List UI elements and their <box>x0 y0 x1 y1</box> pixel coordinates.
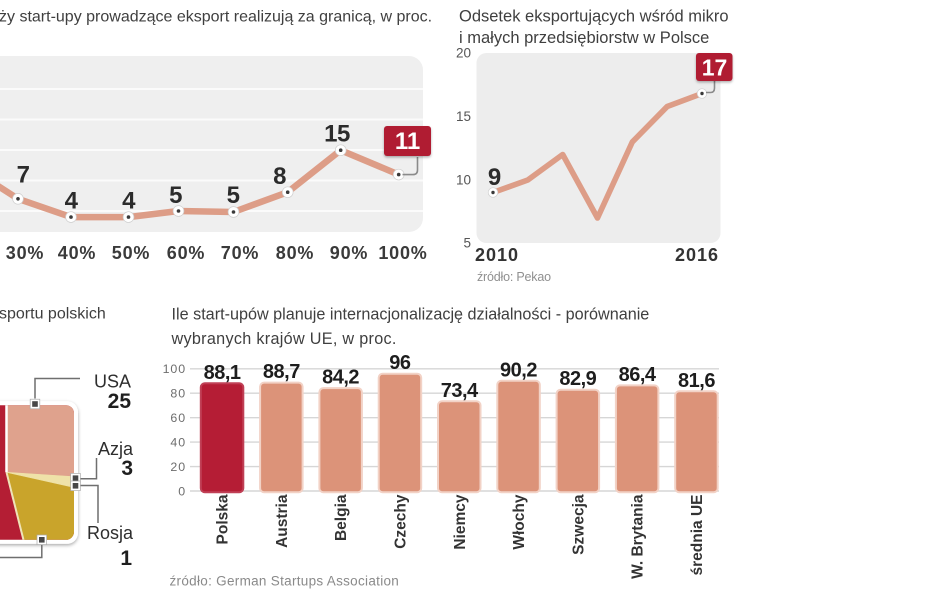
svg-text:źródło: German Startups Associ: źródło: German Startups Association <box>170 574 400 589</box>
svg-text:73,4: 73,4 <box>441 380 479 402</box>
svg-text:96: 96 <box>389 352 411 374</box>
svg-text:20: 20 <box>456 46 471 61</box>
svg-text:88,7: 88,7 <box>263 361 300 383</box>
svg-text:7: 7 <box>17 161 30 188</box>
svg-text:60: 60 <box>170 411 186 425</box>
svg-text:25: 25 <box>108 390 132 413</box>
svg-text:70%: 70% <box>221 243 259 263</box>
svg-text:10: 10 <box>456 172 471 187</box>
svg-text:9: 9 <box>488 164 501 191</box>
svg-text:2010: 2010 <box>475 245 519 265</box>
svg-text:84,2: 84,2 <box>322 367 359 389</box>
svg-text:Czechy: Czechy <box>392 494 409 549</box>
svg-text:8: 8 <box>273 163 286 190</box>
svg-text:80%: 80% <box>276 243 314 263</box>
svg-text:82,9: 82,9 <box>559 368 596 390</box>
svg-text:5: 5 <box>463 236 471 251</box>
svg-text:90,2: 90,2 <box>500 359 537 381</box>
svg-text:40%: 40% <box>58 243 96 263</box>
svg-text:4: 4 <box>122 188 136 215</box>
svg-text:0: 0 <box>178 484 186 498</box>
svg-text:USA: USA <box>94 372 131 392</box>
svg-text:30%: 30% <box>6 243 44 263</box>
svg-text:80: 80 <box>170 387 186 401</box>
svg-text:40: 40 <box>170 435 186 449</box>
svg-text:Odsetek eksportujących wśród m: Odsetek eksportujących wśród mikro <box>459 8 729 26</box>
svg-text:2016: 2016 <box>675 245 719 265</box>
svg-text:Azja: Azja <box>98 439 134 459</box>
svg-text:88,1: 88,1 <box>204 362 241 384</box>
svg-text:5: 5 <box>169 182 182 209</box>
svg-text:średnia UE: średnia UE <box>689 495 706 576</box>
svg-text:4: 4 <box>65 188 79 215</box>
svg-text:100%: 100% <box>378 243 427 263</box>
svg-text:sportu polskich: sportu polskich <box>0 306 106 323</box>
svg-text:Niemcy: Niemcy <box>452 494 469 550</box>
svg-text:81,6: 81,6 <box>678 370 715 392</box>
svg-text:Ile start-upów planuje interna: Ile start-upów planuje internacjonalizac… <box>172 306 650 324</box>
svg-text:3: 3 <box>121 457 133 480</box>
svg-text:5: 5 <box>227 182 240 209</box>
svg-text:ży start-upy prowadzące ekspor: ży start-upy prowadzące eksport realizuj… <box>0 9 432 26</box>
svg-text:Austria: Austria <box>274 494 291 548</box>
svg-text:15: 15 <box>456 109 471 124</box>
svg-text:Rosja: Rosja <box>87 523 134 543</box>
svg-text:wybranych krajów UE, w proc.: wybranych krajów UE, w proc. <box>171 330 397 348</box>
svg-text:17: 17 <box>702 55 728 81</box>
svg-text:i małych przedsiębiorstw w Pol: i małych przedsiębiorstw w Polsce <box>459 29 709 47</box>
svg-text:Polska: Polska <box>215 494 232 544</box>
svg-text:11: 11 <box>395 128 420 155</box>
svg-text:100: 100 <box>163 362 186 376</box>
svg-text:W. Brytania: W. Brytania <box>630 494 647 579</box>
svg-text:20: 20 <box>170 460 186 474</box>
svg-text:15: 15 <box>324 121 350 148</box>
svg-text:90%: 90% <box>330 243 368 263</box>
svg-text:Szwecja: Szwecja <box>570 494 587 555</box>
svg-text:1: 1 <box>120 547 132 570</box>
svg-text:86,4: 86,4 <box>619 364 657 386</box>
svg-text:Belgia: Belgia <box>333 494 350 541</box>
svg-text:źródło: Pekao: źródło: Pekao <box>477 270 551 284</box>
svg-text:50%: 50% <box>112 243 150 263</box>
svg-text:Włochy: Włochy <box>511 494 528 549</box>
svg-text:60%: 60% <box>167 243 205 263</box>
